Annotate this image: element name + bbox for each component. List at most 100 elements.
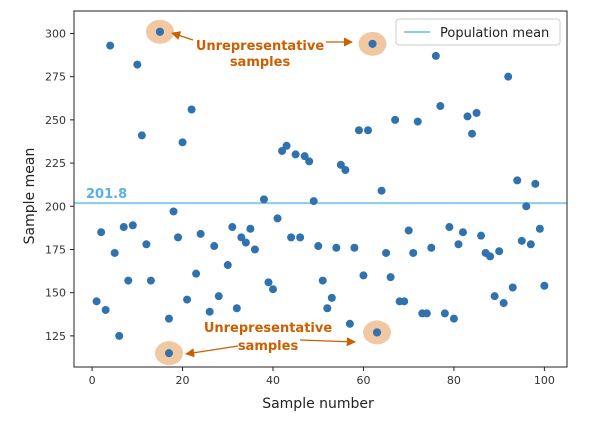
ticks-group: 0 20 40 60 80 100 125 150 175 200 225 250 275 300 [45,27,555,387]
data-point [187,105,196,114]
data-point [314,242,323,251]
annotation-text-line2: samples [238,339,299,354]
data-point [431,51,440,60]
data-point [110,248,119,257]
data-point [504,72,513,81]
data-point [382,248,391,257]
data-point [106,41,115,50]
data-point [472,108,481,117]
mean-value-label: 201.8 [86,187,127,202]
data-point [237,233,246,242]
data-point [508,283,517,292]
data-point [400,297,409,306]
data-point [133,60,142,69]
y-tick-label: 150 [45,287,66,300]
annotation-arrow [185,345,239,358]
data-point [318,276,327,285]
data-point [413,117,422,126]
data-point [169,207,178,216]
plot-area-frame [73,10,568,368]
annotation-text-line1: Unrepresentative [204,321,333,336]
x-tick-label: 40 [266,374,280,387]
x-tick-label: 100 [534,374,555,387]
data-point [440,309,449,318]
data-point [205,307,214,316]
highlight-group [145,19,392,366]
data-point [241,238,250,247]
data-point [468,129,477,138]
data-point [386,273,395,282]
data-point [137,131,146,140]
x-axis-label: Sample number [262,396,374,412]
legend-box [395,18,561,46]
data-point [513,176,522,185]
data-point [454,240,463,249]
data-point [178,138,187,147]
highlighted-data-point [164,349,173,358]
data-point [535,224,544,233]
data-point [449,314,458,323]
data-point [291,150,300,159]
data-point [458,228,467,237]
x-tick-label: 0 [89,374,96,387]
highlighted-data-point [368,39,377,48]
data-point [305,157,314,166]
y-axis-label: Sample mean [22,148,38,245]
highlighted-data-point [373,328,382,337]
y-tick-label: 225 [45,157,66,170]
annotation-text-line2: samples [230,55,291,70]
data-point [115,331,124,340]
annotations-group: UnrepresentativesamplesUnrepresentatives… [171,31,356,358]
data-point [124,276,133,285]
data-point [101,305,110,314]
data-point [196,229,205,238]
data-point [278,146,287,155]
data-point [490,292,499,301]
annotation-arrow [299,337,356,347]
data-point [259,195,268,204]
data-point [526,240,535,249]
data-point [422,309,431,318]
data-point [336,160,345,169]
data-point [436,102,445,111]
data-point [296,233,305,242]
data-point [332,243,341,252]
annotation-text-line1: Unrepresentative [196,39,325,54]
data-point [146,276,155,285]
data-point [350,243,359,252]
data-point [264,278,273,287]
data-point [300,152,309,161]
data-point [531,179,540,188]
data-point [463,112,472,121]
data-point [183,295,192,304]
x-tick-label: 20 [176,374,190,387]
data-point [119,223,128,232]
y-tick-label: 200 [45,200,66,213]
x-tick-label: 80 [447,374,461,387]
annotation-arrow [171,31,194,41]
legend: Population mean [395,18,561,46]
data-point [427,243,436,252]
data-point [359,271,368,280]
data-point [282,141,291,150]
data-point [309,197,318,206]
data-point [445,223,454,232]
data-point [540,281,549,290]
data-point [269,285,278,294]
data-point [246,224,255,233]
y-tick-label: 175 [45,243,66,256]
data-point [210,242,219,251]
highlighted-data-point [155,27,164,36]
data-point [409,248,418,257]
data-point [404,226,413,235]
data-point [287,233,296,242]
data-point [517,236,526,245]
data-point [522,202,531,211]
data-point [164,314,173,323]
y-tick-label: 275 [45,71,66,84]
data-point [327,293,336,302]
data-point [214,292,223,301]
data-point [377,186,386,195]
data-point [273,214,282,223]
